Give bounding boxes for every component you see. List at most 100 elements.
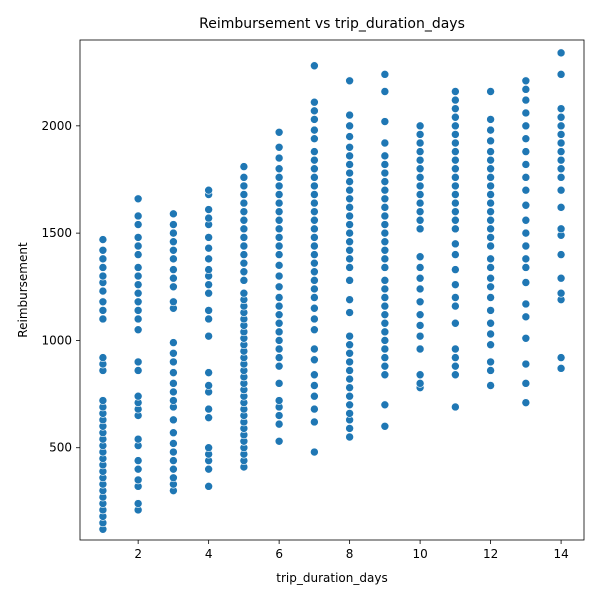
- data-point: [415, 147, 425, 156]
- data-point: [486, 241, 495, 251]
- data-point: [415, 252, 425, 262]
- data-point: [556, 273, 566, 283]
- data-point: [169, 220, 178, 229]
- data-point: [98, 353, 108, 362]
- data-point: [310, 417, 319, 427]
- x-axis-title: trip_duration_days: [276, 571, 387, 585]
- data-point: [274, 190, 284, 199]
- data-point: [204, 413, 213, 422]
- data-point: [451, 301, 460, 311]
- data-point: [556, 147, 566, 156]
- plot-frame: [79, 39, 585, 541]
- data-point: [204, 464, 213, 474]
- data-point: [310, 198, 319, 208]
- data-point: [133, 434, 143, 444]
- data-point: [521, 398, 531, 407]
- data-point: [239, 276, 249, 285]
- data-point: [380, 138, 390, 148]
- data-point: [239, 224, 249, 234]
- data-point: [556, 173, 566, 182]
- data-point: [415, 138, 425, 148]
- data-point: [133, 271, 143, 281]
- data-point: [380, 117, 390, 126]
- data-point: [345, 246, 354, 255]
- data-point: [239, 173, 249, 182]
- data-point: [486, 306, 495, 315]
- data-point: [345, 295, 354, 304]
- data-point: [380, 194, 390, 204]
- data-point: [556, 224, 566, 234]
- data-point: [345, 308, 354, 317]
- data-point: [451, 224, 460, 234]
- data-point: [345, 237, 354, 247]
- data-point: [415, 224, 425, 234]
- data-point: [274, 224, 284, 234]
- data-point: [380, 336, 390, 345]
- data-point: [133, 250, 143, 259]
- data-point: [556, 155, 566, 165]
- data-point: [415, 379, 425, 388]
- y-tick-label: 1000: [41, 333, 72, 347]
- data-point: [204, 306, 213, 315]
- data-point: [380, 237, 390, 247]
- data-point: [133, 306, 143, 315]
- data-point: [345, 357, 354, 367]
- data-point: [380, 421, 390, 431]
- data-point: [310, 293, 319, 302]
- data-point: [451, 155, 460, 165]
- data-point: [451, 265, 460, 274]
- data-point: [345, 211, 354, 221]
- data-point: [310, 241, 319, 251]
- data-point: [204, 265, 213, 274]
- data-point: [169, 297, 178, 307]
- data-point: [451, 207, 460, 216]
- data-point: [415, 198, 425, 208]
- data-point: [204, 482, 213, 491]
- data-point: [310, 155, 319, 165]
- data-point: [310, 125, 319, 135]
- data-point: [239, 233, 249, 242]
- data-point: [415, 297, 425, 307]
- data-point: [274, 318, 284, 328]
- data-point: [98, 286, 108, 296]
- data-point: [380, 353, 390, 362]
- data-point: [451, 215, 460, 225]
- data-point: [486, 381, 495, 390]
- data-point: [380, 168, 390, 178]
- data-point: [486, 233, 495, 242]
- data-point: [274, 436, 284, 446]
- data-point: [556, 364, 566, 373]
- data-point: [274, 207, 284, 216]
- data-point: [380, 310, 390, 319]
- data-point: [98, 314, 108, 324]
- data-point: [310, 381, 319, 390]
- data-point: [204, 185, 213, 195]
- data-point: [310, 181, 319, 191]
- data-point: [380, 284, 390, 294]
- data-point: [310, 303, 319, 313]
- data-point: [486, 357, 495, 367]
- data-point: [451, 318, 460, 328]
- y-tick-label: 1500: [41, 226, 72, 240]
- x-tick-label: 14: [553, 547, 568, 561]
- data-point: [133, 241, 143, 251]
- data-point: [556, 121, 566, 131]
- data-point: [521, 299, 531, 309]
- data-point: [451, 361, 460, 371]
- data-point: [239, 215, 249, 225]
- data-point: [133, 391, 143, 401]
- data-point: [451, 104, 460, 113]
- data-point: [486, 366, 495, 375]
- data-point: [451, 164, 460, 174]
- data-point: [345, 400, 354, 410]
- data-point: [521, 254, 531, 264]
- data-point: [345, 228, 354, 238]
- data-point: [274, 336, 284, 345]
- data-point: [204, 280, 213, 289]
- data-point: [556, 164, 566, 174]
- data-point: [451, 121, 460, 131]
- data-point: [310, 207, 319, 216]
- data-point: [451, 147, 460, 156]
- data-point: [486, 224, 495, 234]
- data-point: [133, 357, 143, 367]
